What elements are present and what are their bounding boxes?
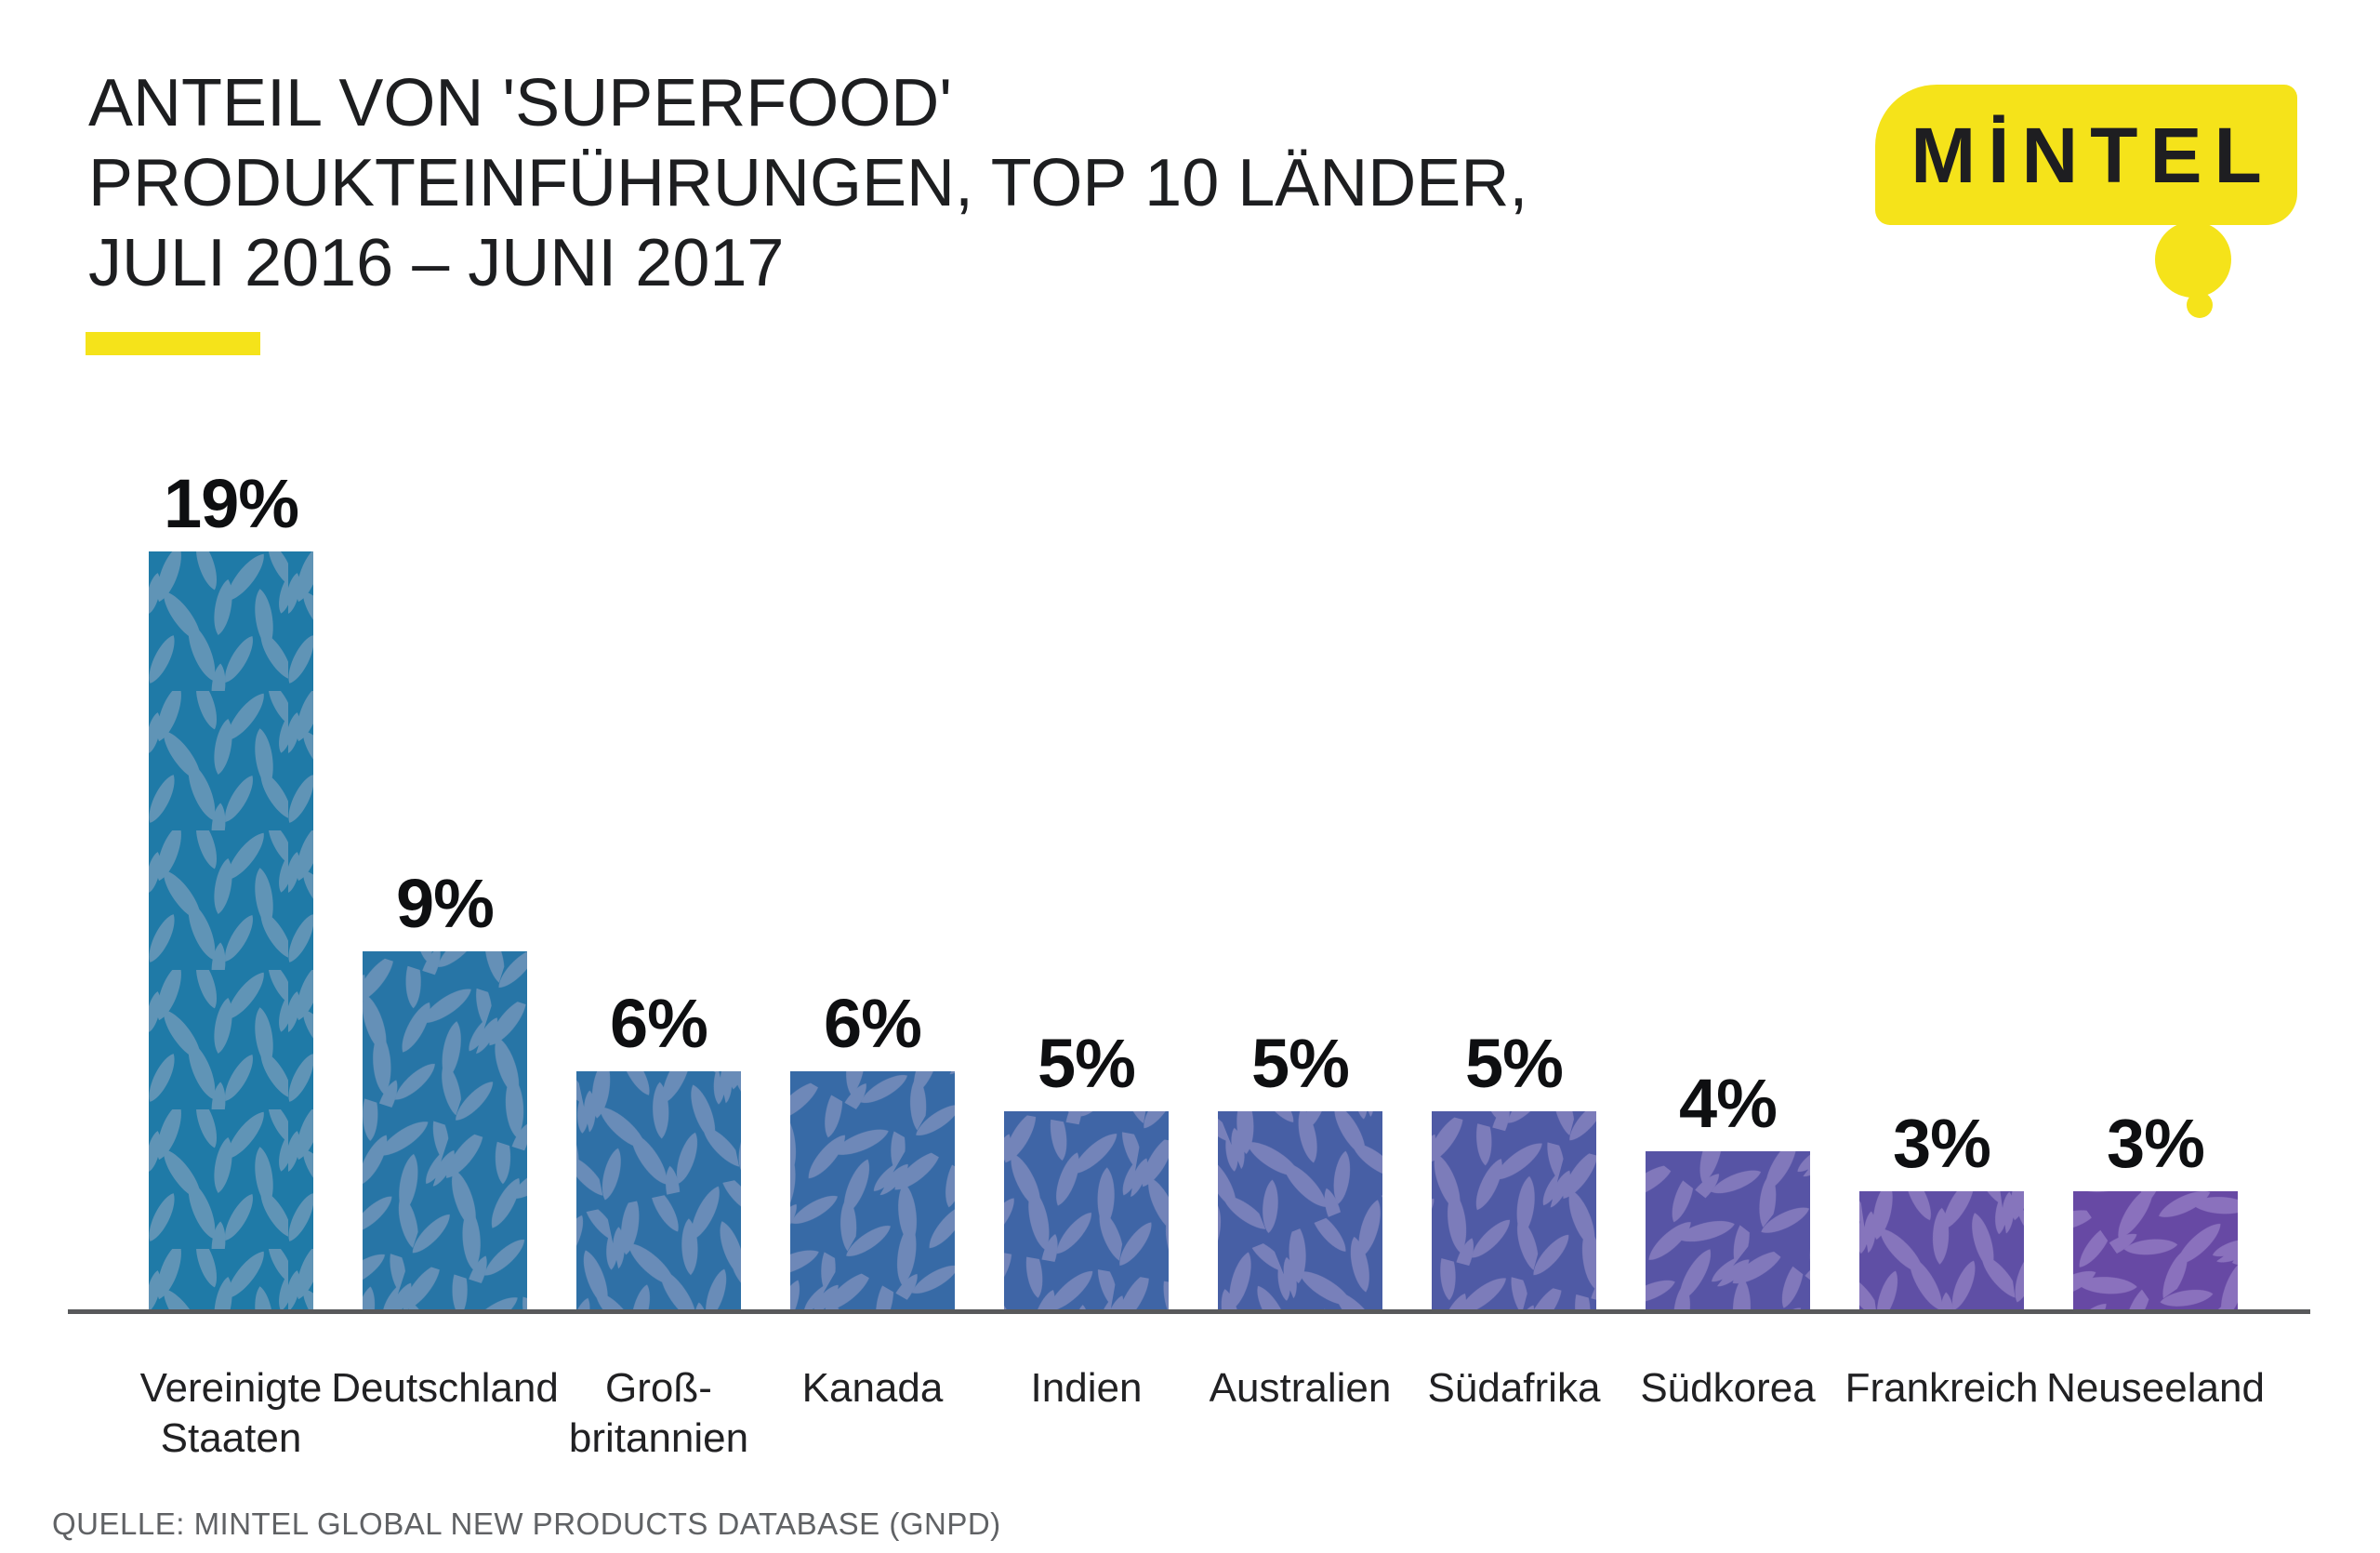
- bar-neuseeland: [2073, 1191, 2238, 1311]
- bar-s-dkorea: [1646, 1151, 1810, 1311]
- logo-speech-bubble: MİNTEL: [1875, 85, 2297, 225]
- bar-column-gro-britannien: 6% Groß-britannien: [569, 985, 748, 1462]
- source-note: QUELLE: MINTEL GLOBAL NEW PRODUCTS DATAB…: [52, 1507, 1001, 1541]
- bar-column-indien: 5% Indien: [1004, 1025, 1169, 1411]
- bar-deutschland: [363, 951, 527, 1311]
- bar-frankreich: [1859, 1191, 2024, 1311]
- category-label-kanada: Kanada: [801, 1365, 944, 1411]
- value-label-neuseeland: 3%: [2107, 1105, 2205, 1182]
- bar-column-deutschland: 9% Deutschland: [331, 865, 559, 1412]
- value-label-s-dkorea: 4%: [1679, 1065, 1778, 1142]
- category-label-deutschland: Deutschland: [331, 1365, 559, 1411]
- value-label-indien: 5%: [1038, 1025, 1136, 1102]
- logo-tail-dot-large: [2155, 221, 2231, 298]
- bar-gro-britannien: [576, 1071, 741, 1311]
- title-underline-accent: [86, 332, 260, 355]
- category-label-s-dafrika: Südafrika: [1427, 1365, 1601, 1411]
- bar-s-dafrika: [1432, 1111, 1596, 1311]
- bar-column-frankreich: 3% Frankreich: [1845, 1105, 2039, 1412]
- page-title: ANTEIL VON 'SUPERFOOD' PRODUKTEINFÜHRUNG…: [88, 63, 1527, 303]
- bar-column-vereinigte-staaten: 19% Vereinigte Staaten: [140, 465, 323, 1462]
- value-label-vereinigte-staaten: 19%: [163, 465, 299, 542]
- category-label-gro-britannien: Groß-britannien: [568, 1365, 749, 1461]
- category-label-frankreich: Frankreich: [1844, 1365, 2039, 1411]
- logo-tail-dot-small: [2187, 292, 2213, 318]
- title-line-3: JULI 2016 – JUNI 2017: [88, 226, 785, 300]
- bar-indien: [1004, 1111, 1169, 1311]
- bar-chart: 19% Vereinigte Staaten 9% Deutschland 6% Groß-…: [140, 465, 2265, 1462]
- bar-kanada: [790, 1071, 955, 1311]
- bar-australien: [1218, 1111, 1382, 1311]
- value-label-gro-britannien: 6%: [610, 985, 708, 1062]
- logo-wordmark: MİNTEL: [1911, 111, 2274, 199]
- value-label-s-dafrika: 5%: [1465, 1025, 1564, 1102]
- category-label-vereinigte-staaten: Vereinigte Staaten: [139, 1365, 323, 1461]
- category-label-australien: Australien: [1209, 1365, 1392, 1411]
- value-label-deutschland: 9%: [396, 865, 495, 942]
- value-label-australien: 5%: [1251, 1025, 1350, 1102]
- bar-column-australien: 5% Australien: [1210, 1025, 1392, 1412]
- category-label-s-dkorea: Südkorea: [1640, 1365, 1816, 1411]
- bar-column-s-dafrika: 5% Südafrika: [1428, 1025, 1601, 1412]
- bar-column-s-dkorea: 4% Südkorea: [1640, 1065, 1815, 1412]
- x-axis-line: [68, 1309, 2310, 1314]
- value-label-frankreich: 3%: [1893, 1105, 1991, 1182]
- title-line-2: PRODUKTEINFÜHRUNGEN, TOP 10 LÄNDER,: [88, 146, 1528, 220]
- value-label-kanada: 6%: [824, 985, 922, 1062]
- bar-column-kanada: 6% Kanada: [790, 985, 955, 1411]
- bar-column-neuseeland: 3% Neuseeland: [2046, 1105, 2265, 1412]
- category-label-indien: Indien: [1030, 1365, 1143, 1411]
- bar-vereinigte-staaten: [149, 551, 313, 1311]
- title-line-1: ANTEIL VON 'SUPERFOOD': [88, 66, 952, 140]
- category-label-neuseeland: Neuseeland: [2046, 1365, 2265, 1411]
